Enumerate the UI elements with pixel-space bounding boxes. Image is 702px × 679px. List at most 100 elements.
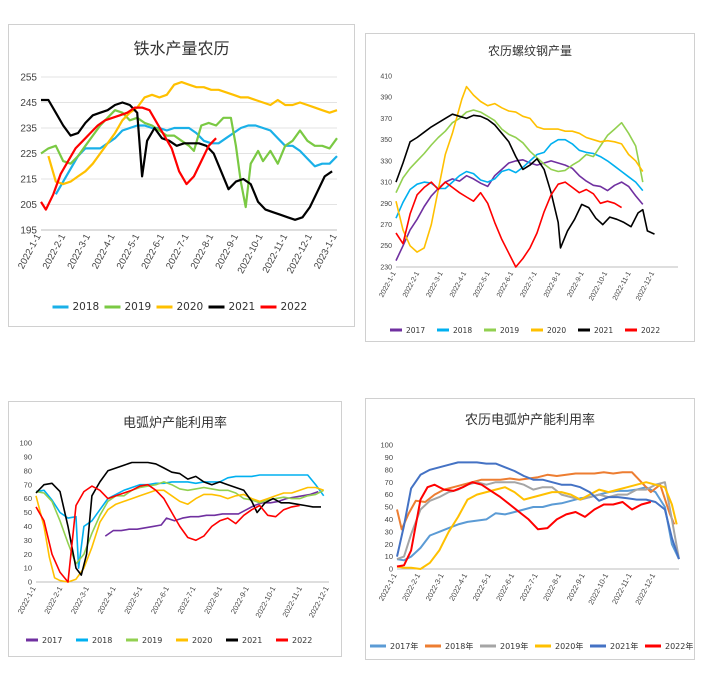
series-line-2021: [35, 461, 321, 576]
series-line-2018: [35, 474, 325, 569]
x-tick-label: 2022-7-1: [164, 232, 192, 271]
series-line-2022: [395, 181, 623, 268]
x-tick-label: 2022-10-1: [586, 572, 610, 606]
y-tick-label: 70: [385, 478, 393, 487]
series-line-2020年: [396, 481, 678, 570]
legend-label: 2021: [242, 636, 262, 645]
y-tick-label: 390: [380, 95, 392, 102]
y-tick-label: 100: [380, 441, 393, 450]
y-tick-label: 80: [385, 465, 393, 474]
x-tick-label: 2022-6-1: [496, 271, 515, 299]
y-tick-label: 60: [24, 494, 32, 503]
x-tick-label: 2022-8-1: [202, 585, 224, 616]
chart-title: 电弧炉产能利用率: [122, 416, 227, 431]
x-tick-label: 2022-9-1: [229, 585, 251, 616]
y-tick-label: 215: [20, 175, 37, 186]
series-line-2019: [35, 481, 325, 565]
chart-title: 铁水产量农历: [133, 39, 230, 58]
series-line-2018: [54, 124, 338, 195]
chart-title: 农历螺纹钢产量: [487, 44, 572, 58]
legend-label: 2017: [406, 326, 425, 335]
x-tick-label: 2022-9-1: [565, 572, 587, 603]
x-tick-label: 2022-8-1: [543, 271, 562, 299]
y-tick-label: 50: [385, 503, 393, 512]
y-tick-label: 70: [24, 480, 32, 489]
x-tick-label: 2022-4-1: [447, 572, 469, 603]
series-line-2022: [35, 483, 300, 583]
y-tick-label: 330: [380, 158, 392, 165]
y-tick-label: 0: [28, 578, 32, 587]
x-tick-label: 2022-1-1: [378, 271, 397, 299]
y-tick-label: 10: [24, 564, 32, 573]
x-tick-label: 2022-2-1: [402, 271, 421, 299]
x-tick-label: 2022-2-1: [42, 585, 64, 616]
x-tick-label: 2022-2-1: [41, 232, 69, 271]
series-line-2018年: [396, 471, 676, 531]
y-tick-label: 225: [20, 149, 37, 160]
series-line-2019年: [396, 481, 680, 561]
y-tick-label: 370: [380, 116, 392, 123]
series-line-2017: [395, 159, 644, 261]
y-tick-label: 40: [385, 515, 393, 524]
x-tick-label: 2022-3-1: [425, 271, 444, 299]
y-tick-label: 270: [380, 222, 392, 229]
x-tick-label: 2022-4-1: [449, 271, 468, 299]
legend-label: 2019: [500, 326, 519, 335]
y-tick-label: 195: [20, 226, 37, 237]
y-tick-label: 30: [385, 527, 393, 536]
y-tick-label: 310: [380, 180, 392, 187]
x-tick-label: 2022-4-1: [90, 232, 118, 271]
legend-label: 2020: [177, 301, 204, 313]
x-tick-label: 2022-11-1: [612, 271, 633, 302]
series-line-2018: [395, 138, 644, 219]
legend-label: 2022: [292, 636, 312, 645]
chart-panel-rebar-output-lunar: 农历螺纹钢产量 230 250 270 290 310 330 350 370 390 410 20…: [365, 33, 695, 342]
x-tick-label: 2022-7-1: [176, 585, 198, 616]
y-tick-label: 80: [24, 466, 32, 475]
x-tick-label: 2022-10-1: [588, 271, 609, 303]
x-tick-label: 2022-10-1: [253, 585, 277, 619]
chart-plot: 1952052152252352452552022-1-12022-2-1202…: [16, 73, 340, 314]
legend-label: 2021: [229, 301, 256, 313]
series-line-2021: [41, 98, 333, 221]
y-tick-label: 255: [20, 73, 37, 84]
y-tick-label: 20: [24, 550, 32, 559]
x-tick-label: 2022-12-1: [635, 271, 656, 303]
x-tick-label: 2022-11-1: [280, 585, 304, 619]
legend-label: 2018: [453, 326, 472, 335]
y-tick-label: 250: [380, 243, 392, 250]
x-tick-label: 2022-1-1: [16, 232, 44, 271]
x-tick-label: 2022-3-1: [65, 232, 93, 271]
legend-label: 2019年: [500, 641, 528, 651]
y-tick-label: 100: [19, 439, 32, 448]
y-tick-label: 10: [385, 552, 393, 561]
x-tick-label: 2022-8-1: [541, 572, 563, 603]
legend-label: 2018: [92, 636, 112, 645]
y-tick-label: 290: [380, 201, 392, 208]
x-tick-label: 2022-7-1: [518, 572, 540, 603]
series-line-2020: [47, 81, 338, 186]
chart-panel-hot-metal-lunar: 铁水产量农历 195 205 215 225 235 245 255 2022-1-1 2022…: [8, 24, 355, 327]
x-tick-label: 2022-2-1: [400, 572, 422, 603]
series-line-2019: [40, 109, 338, 209]
series-line-2017: [104, 490, 319, 537]
chart-panel-eaf-utilization-lunar: 农历电弧炉产能利用率 0 10 20 30 40 50 60 70 80 90 100 2022-1-…: [365, 398, 695, 660]
legend-label: 2019: [142, 636, 162, 645]
y-tick-label: 205: [20, 200, 37, 211]
y-tick-label: 0: [389, 565, 393, 574]
y-tick-label: 60: [385, 490, 393, 499]
legend-label: 2018: [73, 301, 100, 313]
series-line-2019: [395, 109, 644, 194]
y-tick-label: 230: [380, 264, 392, 271]
x-tick-label: 2022-9-1: [213, 232, 241, 271]
legend-label: 2017年: [390, 641, 418, 651]
x-tick-label: 2022-3-1: [424, 572, 446, 603]
y-tick-label: 90: [385, 453, 393, 462]
legend-label: 2020: [547, 326, 566, 335]
legend-label: 2020年: [555, 641, 583, 651]
x-tick-label: 2022-1-1: [16, 585, 38, 616]
x-tick-label: 2022-11-1: [610, 572, 634, 606]
legend-label: 2019: [125, 301, 152, 313]
legend-label: 2022年: [665, 641, 693, 651]
